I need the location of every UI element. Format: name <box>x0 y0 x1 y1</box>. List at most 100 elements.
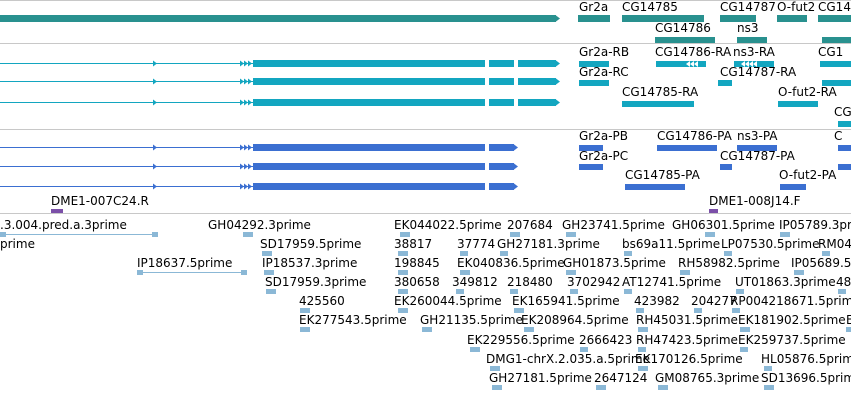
est-label[interactable]: HL05876.5prime <box>761 352 851 366</box>
est-label[interactable]: RM04 <box>818 237 851 251</box>
protein-exon[interactable] <box>579 145 603 151</box>
transcript-exon[interactable] <box>579 61 609 67</box>
protein-label[interactable]: CG14785-PA <box>625 168 701 182</box>
est-label[interactable]: EK165941.5prime <box>512 294 620 308</box>
gene-label[interactable]: CG14787 <box>720 0 776 14</box>
est-feature[interactable] <box>624 251 632 256</box>
gene-feature[interactable] <box>578 15 610 22</box>
est-feature[interactable] <box>264 270 274 275</box>
est-label[interactable]: 207684 <box>507 218 553 232</box>
transcript-label[interactable]: CG1 <box>818 45 843 59</box>
gene-feature[interactable] <box>720 15 756 22</box>
est-feature[interactable] <box>243 232 253 237</box>
est-label[interactable]: RH45031.5prime <box>636 313 738 327</box>
est-label[interactable]: IP05789.3prime <box>779 218 851 232</box>
est-label[interactable]: IP18637.5prime <box>137 256 232 270</box>
est-label[interactable]: GH27181.5prime <box>489 371 592 385</box>
est-feature[interactable] <box>514 308 524 313</box>
protein-label[interactable]: Gr2a-PC <box>579 149 628 163</box>
est-feature[interactable] <box>736 289 744 294</box>
est-feature[interactable] <box>838 289 846 294</box>
est-label[interactable]: GH21135.5prime <box>420 313 523 327</box>
transcript-exon[interactable] <box>518 99 556 106</box>
est-feature[interactable] <box>470 347 480 352</box>
est-label[interactable]: 425560 <box>299 294 345 308</box>
protein-exon[interactable] <box>780 184 806 190</box>
est-label[interactable]: GH27181.3prime <box>497 237 600 251</box>
est-label[interactable]: 2666423 <box>579 333 632 347</box>
est-label[interactable]: GH01873.5prime <box>563 256 666 270</box>
est-label[interactable]: 3702942 <box>567 275 620 289</box>
est-label[interactable]: GH04292.3prime <box>208 218 311 232</box>
gene-feature[interactable] <box>822 37 851 43</box>
protein-exon[interactable] <box>657 145 717 151</box>
gene-feature[interactable] <box>655 37 715 43</box>
transcript-label[interactable]: ns3-RA <box>733 45 776 59</box>
est-feature[interactable] <box>398 289 408 294</box>
est-label[interactable]: AT12741.5prime <box>622 275 721 289</box>
est-label[interactable]: 2647124 <box>594 371 647 385</box>
est-feature[interactable] <box>724 251 732 256</box>
protein-label[interactable]: CG14786-PA <box>657 129 733 143</box>
est-label[interactable]: prime <box>0 237 35 251</box>
est-feature[interactable] <box>764 385 774 390</box>
gene-label[interactable]: CG14786 <box>655 21 711 35</box>
est-feature[interactable] <box>460 251 468 256</box>
est-label[interactable]: GM08765.3prime <box>655 371 759 385</box>
protein-exon[interactable] <box>625 184 685 190</box>
est-feature[interactable] <box>658 385 668 390</box>
transcript-exon[interactable] <box>253 99 485 106</box>
est-feature[interactable] <box>510 232 520 237</box>
protein-label[interactable]: Gr2a-PB <box>579 129 628 143</box>
est-label[interactable]: LP07530.5prime <box>721 237 820 251</box>
transcript-exon[interactable] <box>822 80 851 86</box>
est-feature[interactable] <box>262 251 272 256</box>
est-feature[interactable] <box>624 289 632 294</box>
est-label[interactable]: .3.004.pred.a.3prime <box>0 218 127 232</box>
est-feature[interactable] <box>680 270 690 275</box>
est-label[interactable]: IP18537.3prime <box>262 256 357 270</box>
transcript-exon[interactable] <box>838 121 851 127</box>
transcript-exon[interactable] <box>518 78 556 85</box>
transcript-label[interactable]: CG1 <box>834 105 851 119</box>
est-label[interactable]: GH06301.5prime <box>672 218 775 232</box>
est-label[interactable]: 37774 <box>457 237 495 251</box>
est-feature[interactable] <box>422 327 432 332</box>
transcript-exon[interactable] <box>253 60 485 67</box>
est-feature[interactable] <box>510 289 518 294</box>
est-feature[interactable] <box>490 366 500 371</box>
est-label[interactable]: 349812 <box>452 275 498 289</box>
est-label[interactable]: SD17959.5prime <box>260 237 361 251</box>
est-feature[interactable] <box>398 270 408 275</box>
protein-exon[interactable] <box>838 145 851 151</box>
est-feature[interactable] <box>780 232 790 237</box>
protein-exon[interactable] <box>253 144 485 151</box>
est-feature[interactable] <box>580 347 588 352</box>
transcript-exon[interactable] <box>718 80 732 86</box>
est-label[interactable]: 48 <box>836 275 851 289</box>
protein-exon[interactable] <box>253 183 485 190</box>
est-feature[interactable] <box>266 289 276 294</box>
est-label[interactable]: EK260044.5prime <box>394 294 502 308</box>
est-label[interactable]: 198845 <box>394 256 440 270</box>
transcript-label[interactable]: CG14787-RA <box>720 65 797 79</box>
gene-label[interactable]: CG14 <box>818 0 851 14</box>
est-feature[interactable] <box>638 327 648 332</box>
est-feature[interactable] <box>846 327 851 332</box>
est-feature[interactable] <box>636 308 644 313</box>
transcript-exon[interactable] <box>778 101 818 107</box>
est-label[interactable]: DMG1-chrX.2.035.a.5prime <box>486 352 650 366</box>
gene-feature[interactable] <box>737 37 767 43</box>
est-feature[interactable] <box>152 232 158 237</box>
clone-feature[interactable] <box>709 209 718 213</box>
est-label[interactable]: GH23741.5prime <box>562 218 665 232</box>
est-feature[interactable] <box>732 308 740 313</box>
transcript-exon[interactable] <box>253 78 485 85</box>
transcript-exon[interactable] <box>518 60 556 67</box>
protein-exon[interactable] <box>737 145 777 151</box>
est-feature[interactable] <box>694 308 702 313</box>
protein-label[interactable]: CG14787-PA <box>720 149 796 163</box>
est-label[interactable]: 218480 <box>507 275 553 289</box>
est-label[interactable]: 38817 <box>394 237 432 251</box>
transcript-label[interactable]: CG14786-RA <box>655 45 732 59</box>
